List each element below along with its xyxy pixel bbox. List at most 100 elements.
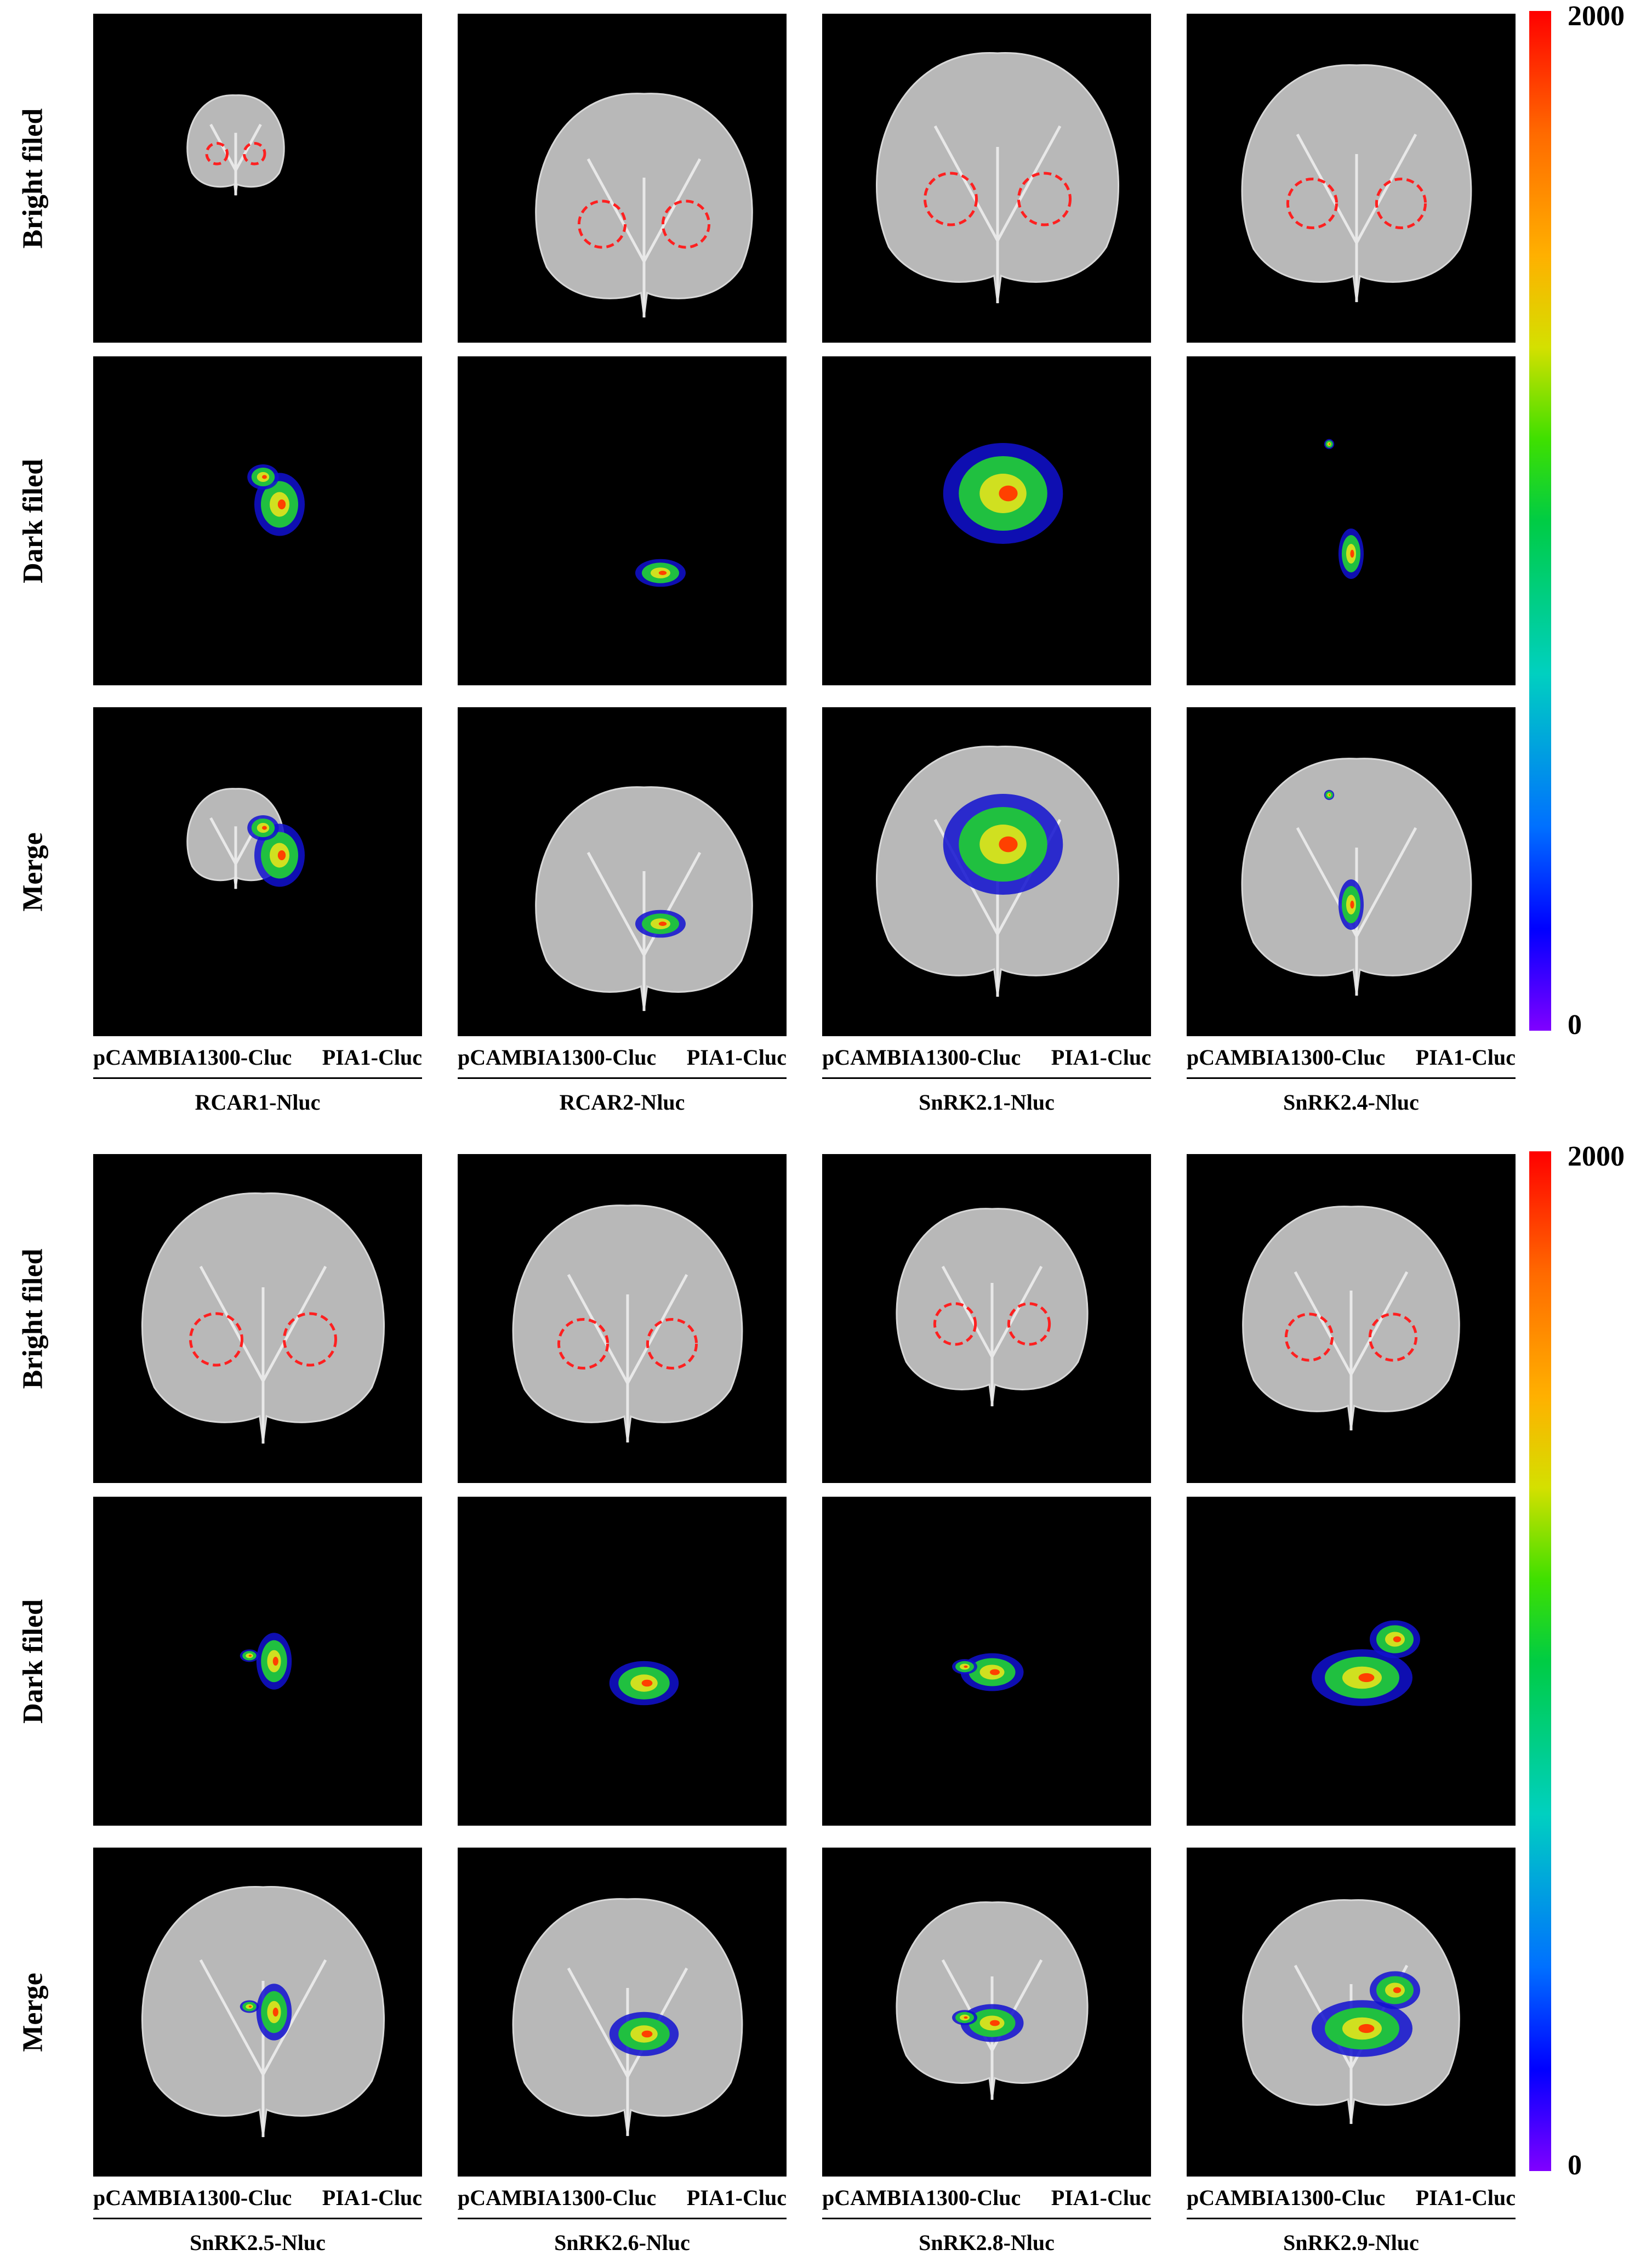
leaf-image (1241, 758, 1472, 996)
leaf-image (896, 1901, 1089, 2100)
image-cell (822, 1154, 1151, 1483)
leaf-image (512, 1898, 743, 2137)
image-cell (93, 1154, 422, 1483)
image-cell (458, 1497, 787, 1826)
group-label: SnRK2.1-Nluc (919, 1090, 1055, 1115)
leaf-image (952, 1653, 1024, 1691)
caption-divider (93, 1077, 422, 1079)
column-caption: pCAMBIA1300-Cluc PIA1-Cluc SnRK2.5-Nluc (93, 2185, 422, 2267)
image-cell (1187, 1154, 1516, 1483)
image-cell (1187, 1497, 1516, 1826)
group-label: RCAR2-Nluc (559, 1090, 685, 1115)
leaf-image (1324, 439, 1364, 579)
group-label: SnRK2.6-Nluc (554, 2230, 690, 2255)
leaf-image (896, 1208, 1089, 1407)
right-construct-label: PIA1-Cluc (1415, 1045, 1516, 1070)
image-cell (458, 1154, 787, 1483)
leaf-image (512, 1204, 743, 1443)
leaf-image (1241, 64, 1472, 303)
image-cell (822, 1497, 1151, 1826)
figure-panel: Bright filed Dark filed Merge pCAMBIA1300-… (0, 0, 1652, 1115)
image-cell (822, 356, 1151, 685)
scale-min-label: 0 (1568, 2150, 1582, 2181)
row-label: Dark filed (17, 458, 49, 583)
column-caption: pCAMBIA1300-Cluc PIA1-Cluc SnRK2.6-Nluc (458, 2185, 787, 2267)
scale-min-label: 0 (1568, 1009, 1582, 1041)
group-label: SnRK2.9-Nluc (1283, 2230, 1419, 2255)
image-cell (93, 1848, 422, 2177)
row-label: Bright filed (17, 108, 49, 248)
left-construct-label: pCAMBIA1300-Cluc (93, 1045, 292, 1070)
column-caption: pCAMBIA1300-Cluc PIA1-Cluc RCAR1-Nluc (93, 1044, 422, 1127)
leaf-image (875, 746, 1120, 997)
leaf-image (186, 788, 305, 889)
image-cell (458, 14, 787, 343)
leaf-image (1242, 1899, 1460, 2124)
leaf-image (535, 786, 753, 1012)
left-construct-label: pCAMBIA1300-Cluc (822, 2185, 1021, 2210)
column-caption: pCAMBIA1300-Cluc PIA1-Cluc SnRK2.4-Nluc (1187, 1044, 1516, 1127)
leaf-image (247, 464, 305, 536)
caption-divider (822, 2218, 1151, 2219)
leaf-image (535, 93, 753, 318)
image-cell (1187, 14, 1516, 343)
right-construct-label: PIA1-Cluc (322, 1045, 422, 1070)
image-cell (93, 1497, 422, 1826)
leaf-image (609, 1661, 679, 1706)
image-cell (458, 356, 787, 685)
group-label: SnRK2.4-Nluc (1283, 1090, 1419, 1115)
color-scale-bar (1529, 1151, 1551, 2171)
image-cell (458, 1848, 787, 2177)
caption-divider (822, 1077, 1151, 1079)
color-scale-bar (1529, 11, 1551, 1031)
scale-max-label: 2000 (1568, 1141, 1625, 1172)
leaf-image (186, 94, 285, 196)
right-construct-label: PIA1-Cluc (686, 1045, 787, 1070)
left-construct-label: pCAMBIA1300-Cluc (1187, 1045, 1386, 1070)
column-caption: pCAMBIA1300-Cluc PIA1-Cluc RCAR2-Nluc (458, 1044, 787, 1127)
leaf-image (1312, 1620, 1420, 1706)
caption-divider (458, 2218, 787, 2219)
left-construct-label: pCAMBIA1300-Cluc (458, 2185, 657, 2210)
right-construct-label: PIA1-Cluc (686, 2185, 787, 2210)
row-label: Bright filed (17, 1248, 49, 1389)
group-label: RCAR1-Nluc (195, 1090, 321, 1115)
row-label: Merge (17, 832, 49, 912)
leaf-image (635, 559, 686, 587)
image-cell (93, 707, 422, 1036)
right-construct-label: PIA1-Cluc (322, 2185, 422, 2210)
image-cell (458, 707, 787, 1036)
caption-divider (1187, 2218, 1516, 2219)
image-cell (93, 14, 422, 343)
group-label: SnRK2.5-Nluc (190, 2230, 326, 2255)
image-cell (1187, 356, 1516, 685)
image-cell (93, 356, 422, 685)
figure-panel: Bright filed Dark filed Merge pCAMBIA1300-… (0, 1140, 1652, 2255)
image-cell (1187, 1848, 1516, 2177)
left-construct-label: pCAMBIA1300-Cluc (93, 2185, 292, 2210)
leaf-image (875, 52, 1120, 304)
image-cell (822, 14, 1151, 343)
caption-divider (458, 1077, 787, 1079)
caption-divider (93, 2218, 422, 2219)
leaf-image (240, 1633, 292, 1690)
left-construct-label: pCAMBIA1300-Cluc (1187, 2185, 1386, 2210)
leaf-image (943, 443, 1063, 544)
scale-max-label: 2000 (1568, 1, 1625, 32)
column-caption: pCAMBIA1300-Cluc PIA1-Cluc SnRK2.8-Nluc (822, 2185, 1151, 2267)
caption-divider (1187, 1077, 1516, 1079)
leaf-image (141, 1192, 385, 1444)
row-label: Merge (17, 1972, 49, 2052)
image-cell (822, 707, 1151, 1036)
leaf-image (141, 1886, 385, 2138)
left-construct-label: pCAMBIA1300-Cluc (458, 1045, 657, 1070)
group-label: SnRK2.8-Nluc (919, 2230, 1055, 2255)
row-label: Dark filed (17, 1599, 49, 1724)
right-construct-label: PIA1-Cluc (1415, 2185, 1516, 2210)
left-construct-label: pCAMBIA1300-Cluc (822, 1045, 1021, 1070)
right-construct-label: PIA1-Cluc (1051, 2185, 1151, 2210)
column-caption: pCAMBIA1300-Cluc PIA1-Cluc SnRK2.1-Nluc (822, 1044, 1151, 1127)
leaf-image (1242, 1206, 1460, 1431)
image-cell (1187, 707, 1516, 1036)
right-construct-label: PIA1-Cluc (1051, 1045, 1151, 1070)
